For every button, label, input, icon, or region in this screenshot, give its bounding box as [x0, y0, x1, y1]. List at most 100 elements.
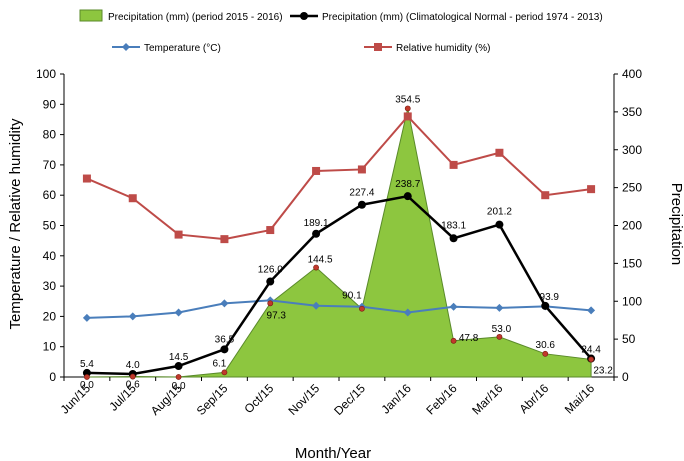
- humidity-point: [587, 185, 596, 194]
- x-tick-label: Jun/15: [58, 381, 94, 417]
- legend-label-temperature: Temperature (°C): [144, 43, 221, 54]
- precipitation-normal-point: [403, 192, 412, 201]
- humidity-point: [495, 148, 504, 157]
- y-right-tick-label: 200: [622, 219, 642, 233]
- x-tick-label: Sep/15: [194, 381, 231, 418]
- x-tick-label: Mar/16: [469, 381, 506, 418]
- x-tick-label: Mai/16: [562, 381, 598, 417]
- y-right-tick-label: 350: [622, 105, 642, 119]
- precipitation-normal-point: [541, 301, 550, 310]
- precipitation-normal-label: 93.9: [540, 292, 560, 303]
- precipitation-2015-label: 53.0: [492, 324, 512, 335]
- humidity-point: [266, 226, 275, 235]
- x-tick-label: Oct/15: [241, 381, 276, 416]
- y-left-tick-label: 90: [43, 97, 57, 111]
- legend-item-temperature: Temperature (°C): [112, 43, 221, 54]
- legend-marker-black: [300, 12, 308, 20]
- humidity-point: [449, 160, 458, 169]
- y-right-tick-label: 300: [622, 143, 642, 157]
- temperature-point: [587, 306, 596, 315]
- precipitation-normal-label: 14.5: [169, 352, 189, 363]
- precipitation-2015-label: 23.2: [593, 365, 613, 376]
- y-axis-right-title: Precipitation: [668, 183, 684, 266]
- precipitation-2015-point: [404, 105, 411, 112]
- precipitation-normal-point: [357, 200, 366, 209]
- precipitation-normal-point: [449, 234, 458, 243]
- precipitation-normal-label: 227.4: [349, 188, 374, 199]
- precipitation-2015-point: [450, 337, 457, 344]
- precipitation-2015-area: [86, 108, 592, 378]
- y-left-tick-label: 0: [49, 370, 56, 384]
- precipitation-2015-label: 6.1: [212, 358, 226, 369]
- precipitation-2015-point: [313, 264, 319, 271]
- temperature-point: [220, 299, 229, 308]
- x-tick-label: Feb/16: [423, 381, 460, 418]
- precipitation-normal-point: [312, 229, 321, 238]
- y-right-tick-label: 400: [622, 67, 642, 81]
- x-tick-label: Aug/15: [148, 381, 185, 418]
- x-tick-label: Jan/16: [378, 381, 414, 417]
- legend: Precipitation (mm) (period 2015 - 2016) …: [79, 9, 603, 54]
- y-right-tick-label: 250: [622, 181, 642, 195]
- precipitation-area-layer: [86, 108, 592, 378]
- humidity-point: [357, 165, 366, 174]
- precipitation-normal-label: 238.7: [395, 179, 420, 190]
- temperature-line: [86, 299, 592, 319]
- humidity-point: [128, 194, 137, 203]
- precipitation-2015-point: [359, 305, 365, 312]
- precipitation-2015-point: [129, 373, 136, 380]
- temperature-point: [82, 313, 91, 322]
- humidity-point: [82, 174, 91, 183]
- precipitation-normal-label: 24.4: [581, 345, 601, 356]
- precipitation-2015-point: [496, 333, 503, 340]
- x-axis-title: Month/Year: [295, 445, 371, 461]
- precipitation-normal-label: 189.1: [304, 218, 329, 229]
- precipitation-2015-label: 0.6: [126, 380, 140, 391]
- y-left-tick-label: 10: [43, 340, 57, 354]
- temperature-point: [128, 312, 137, 321]
- precipitation-2015-point: [588, 356, 594, 363]
- precipitation-2015-label: 30.6: [536, 340, 556, 351]
- precipitation-2015-point: [267, 300, 274, 307]
- legend-label-precip-normal: Precipitation (mm) (Climatological Norma…: [322, 12, 603, 23]
- legend-item-humidity: Relative humidity (%): [364, 43, 490, 54]
- precipitation-normal-label: 126.0: [258, 265, 283, 276]
- y-left-tick-label: 30: [43, 279, 57, 293]
- y-right-tick-label: 150: [622, 256, 642, 270]
- precipitation-normal-point: [174, 362, 183, 371]
- humidity-line: [86, 114, 592, 241]
- y-right-tick-label: 50: [622, 332, 636, 346]
- precipitation-normal-label: 5.4: [80, 359, 94, 370]
- x-tick-label: Abr/16: [516, 381, 551, 416]
- temperature-point: [403, 308, 412, 317]
- precipitation-normal-label: 183.1: [441, 220, 466, 231]
- precipitation-2015-label: 144.5: [308, 255, 333, 266]
- humidity-point: [220, 235, 229, 244]
- y-left-tick-label: 60: [43, 188, 57, 202]
- precipitation-normal-label: 4.0: [126, 360, 140, 371]
- temperature-point: [495, 303, 504, 312]
- precipitation-normal-point: [495, 220, 504, 229]
- y-left-tick-label: 100: [36, 67, 56, 81]
- precipitation-2015-label: 354.5: [395, 94, 420, 105]
- precipitation-2015-point: [221, 369, 228, 376]
- legend-marker-square: [374, 43, 382, 51]
- humidity-point: [312, 166, 321, 175]
- precipitation-normal-label: 201.2: [487, 207, 512, 218]
- y-left-tick-label: 50: [43, 219, 57, 233]
- data-labels-layer: 5.4 4.0 14.5 36.5 126.0 189.1 227.4 238.7 183.1 2…: [80, 94, 613, 392]
- precipitation-normal-point: [220, 345, 229, 354]
- humidity-point: [403, 112, 412, 121]
- y-axis-left-title: Temperature / Relative humidity: [7, 118, 24, 329]
- humidity-point: [174, 230, 183, 239]
- legend-swatch-area: [79, 9, 103, 22]
- y-right-tick-label: 0: [622, 370, 629, 384]
- legend-label-humidity: Relative humidity (%): [396, 43, 490, 54]
- precipitation-2015-label: 0.0: [80, 380, 94, 391]
- legend-label-precip-2015: Precipitation (mm) (period 2015 - 2016): [108, 12, 283, 23]
- precipitation-normal-line: [86, 194, 593, 376]
- precipitation-2015-point: [175, 374, 182, 380]
- x-tick-label: Nov/15: [285, 381, 322, 418]
- y-left-tick-label: 20: [43, 309, 57, 323]
